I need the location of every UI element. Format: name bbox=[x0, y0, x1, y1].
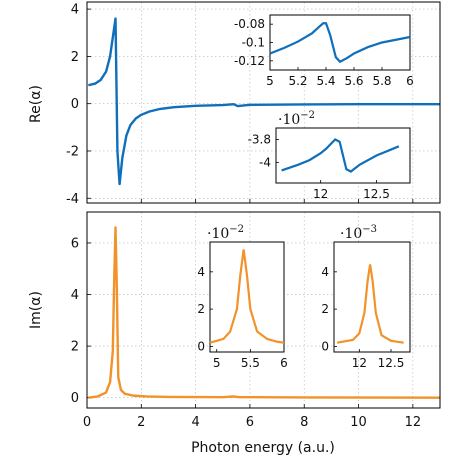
im-x-tick-label: 2 bbox=[137, 415, 145, 430]
im-y-axis-label: Im(α) bbox=[28, 291, 44, 329]
im-inset-2: 12 12.5 0 2 4 ·10−3 bbox=[321, 224, 411, 370]
re-inset-2-x-tick-label: 12.5 bbox=[363, 187, 390, 201]
im-inset-2-series-line bbox=[336, 264, 404, 344]
im-inset-2-frame bbox=[333, 241, 411, 353]
re-inset-1-x-tick-label: 5 bbox=[266, 74, 274, 88]
re-inset-2-y-tick-label: -3.8 bbox=[248, 132, 271, 146]
x-axis-label: Photon energy (a.u.) bbox=[191, 440, 335, 456]
re-y-tick-label: -2 bbox=[66, 144, 79, 159]
re-inset-2-scale-label: ·10−2 bbox=[278, 110, 315, 128]
im-inset-2-ticks: 12 12.5 0 2 4 bbox=[321, 265, 404, 370]
im-inset-1-series-line bbox=[209, 249, 285, 344]
im-y-tick-label: 4 bbox=[71, 288, 79, 303]
im-x-tick-label: 8 bbox=[300, 415, 308, 430]
im-inset-2-x-tick-label: 12 bbox=[352, 356, 367, 370]
re-inset-1-x-tick-label: 5.6 bbox=[344, 74, 363, 88]
im-inset-1-y-tick-label: 4 bbox=[197, 265, 205, 279]
re-inset-2-scale-base: 10 bbox=[282, 112, 300, 128]
im-y-tick-label: 2 bbox=[71, 340, 79, 355]
re-y-tick-label: 0 bbox=[71, 97, 79, 112]
re-inset-1-ticks: 5 5.2 5.4 5.6 5.8 6 -0.08 -0.1 -0.12 bbox=[234, 17, 414, 88]
re-inset-2-y-tick-label: -4 bbox=[259, 155, 271, 169]
re-y-ticks: -4 -2 0 2 4 bbox=[66, 3, 91, 207]
im-inset-2-scale-exponent: −3 bbox=[362, 224, 377, 235]
re-inset-1: 5 5.2 5.4 5.6 5.8 6 -0.08 -0.1 -0.12 bbox=[234, 14, 414, 88]
im-inset-1-y-tick-label: 2 bbox=[197, 302, 205, 316]
im-x-tick-label: 12 bbox=[405, 415, 422, 430]
re-inset-1-x-tick-label: 6 bbox=[406, 74, 414, 88]
re-y-tick-label: 4 bbox=[71, 3, 79, 18]
re-inset-1-x-tick-label: 5.2 bbox=[288, 74, 307, 88]
im-inset-1-frame bbox=[209, 241, 285, 353]
re-y-tick-label: 2 bbox=[71, 50, 79, 65]
re-inset-1-y-tick-label: -0.1 bbox=[242, 36, 265, 50]
im-inset-2-y-tick-label: 0 bbox=[321, 339, 329, 353]
im-inset-1-ticks: 5 5.5 6 0 2 4 bbox=[197, 265, 287, 370]
re-inset-1-y-tick-label: -0.12 bbox=[234, 54, 265, 68]
im-x-tick-label: 6 bbox=[246, 415, 254, 430]
im-y-ticks: 0 2 4 6 bbox=[71, 236, 91, 406]
re-inset-2-ticks: 12 12.5 -3.8 -4 bbox=[248, 132, 390, 201]
im-inset-1-scale-label: ·10−2 bbox=[207, 224, 244, 242]
im-inset-1-scale-base: 10 bbox=[211, 226, 229, 242]
im-inset-1-x-tick-label: 6 bbox=[280, 356, 288, 370]
im-inset-2-scale-base: 10 bbox=[344, 226, 362, 242]
re-inset-2: 12 12.5 -3.8 -4 ·10−2 bbox=[248, 110, 411, 201]
im-plot-frame bbox=[86, 211, 441, 409]
im-inset-2-x-tick-label: 12.5 bbox=[378, 356, 405, 370]
im-inset-1: 5 5.5 6 0 2 4 ·10−2 bbox=[197, 224, 287, 370]
re-panel: -4 -2 0 2 4 Re(α) 5 5.2 5.4 5.6 5.8 6 -0.08 -0.1 -0.… bbox=[28, 1, 441, 207]
im-x-tick-label: 0 bbox=[83, 415, 91, 430]
im-y-tick-label: 6 bbox=[71, 236, 79, 251]
im-inset-2-scale-label: ·10−3 bbox=[340, 224, 377, 242]
im-inset-1-x-tick-label: 5 bbox=[213, 356, 221, 370]
im-inset-2-y-tick-label: 2 bbox=[321, 302, 329, 316]
im-y-tick-label: 0 bbox=[71, 391, 79, 406]
re-series-line bbox=[88, 17, 440, 186]
im-x-tick-label: 4 bbox=[191, 415, 199, 430]
re-y-axis-label: Re(α) bbox=[28, 85, 44, 123]
re-y-tick-label: -4 bbox=[66, 192, 79, 207]
im-inset-1-scale-exponent: −2 bbox=[229, 224, 244, 235]
im-x-ticks: 0 2 4 6 8 10 12 bbox=[83, 404, 421, 430]
im-inset-1-y-tick-label: 0 bbox=[197, 339, 205, 353]
re-inset-1-x-tick-label: 5.8 bbox=[372, 74, 391, 88]
im-inset-2-y-tick-label: 4 bbox=[321, 265, 329, 279]
im-x-tick-label: 10 bbox=[350, 415, 367, 430]
re-inset-1-y-tick-label: -0.08 bbox=[234, 17, 265, 31]
re-inset-1-x-tick-label: 5.4 bbox=[316, 74, 335, 88]
re-plot-frame bbox=[86, 1, 441, 204]
re-inset-2-scale-exponent: −2 bbox=[300, 110, 315, 121]
im-panel: 0 2 4 6 0 2 4 6 8 10 12 Im(α) Photon energy (a.u.… bbox=[28, 211, 441, 456]
re-inset-2-x-tick-label: 12 bbox=[313, 187, 328, 201]
re-inset-1-series-line bbox=[269, 22, 411, 64]
re-inset-2-series-line bbox=[281, 138, 400, 173]
im-series-line bbox=[88, 226, 441, 399]
im-inset-1-x-tick-label: 5.5 bbox=[241, 356, 260, 370]
